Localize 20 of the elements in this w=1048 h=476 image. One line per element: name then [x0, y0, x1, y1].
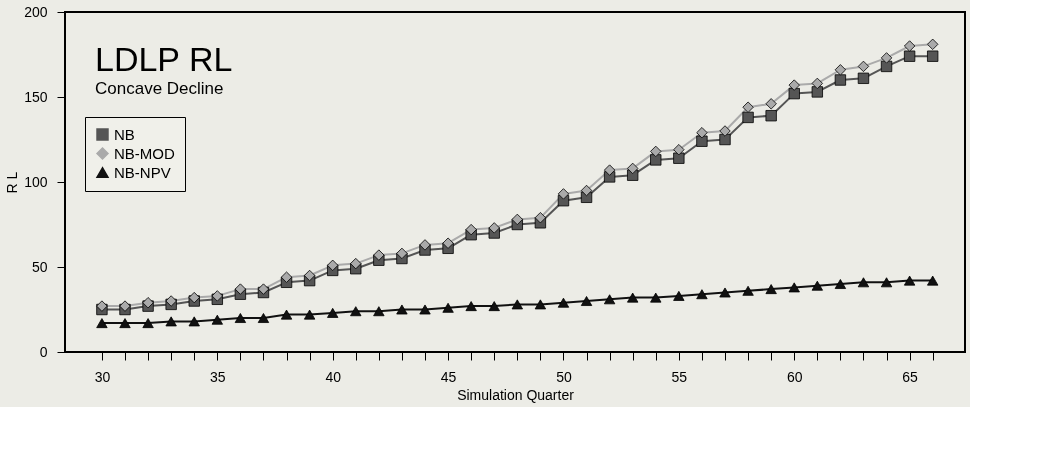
legend-label: NB-NPV [114, 163, 171, 181]
y-tick-label: 200 [24, 3, 48, 20]
x-tick-label: 65 [902, 368, 919, 385]
x-tick-label: 40 [325, 368, 342, 385]
x-tick-label: 60 [786, 368, 803, 385]
legend-label: NB-MOD [114, 144, 175, 162]
x-tick-label: 35 [210, 368, 226, 385]
x-axis-title: Simulation Quarter [457, 386, 575, 403]
x-tick-label: 50 [556, 368, 572, 385]
text: Concave Decline [95, 79, 224, 98]
y-axis-title: R L [4, 171, 21, 194]
y-tick-label: 100 [24, 173, 48, 190]
x-tick-label: 45 [440, 368, 457, 385]
y-tick-label: 150 [24, 88, 48, 105]
legend-label: NB [114, 125, 135, 143]
y-tick-label: 50 [31, 258, 48, 275]
x-tick-label: 55 [671, 368, 688, 385]
text: LDLP RL [95, 40, 233, 78]
x-tick-label: 30 [94, 368, 111, 385]
y-tick-label: 0 [39, 343, 48, 360]
